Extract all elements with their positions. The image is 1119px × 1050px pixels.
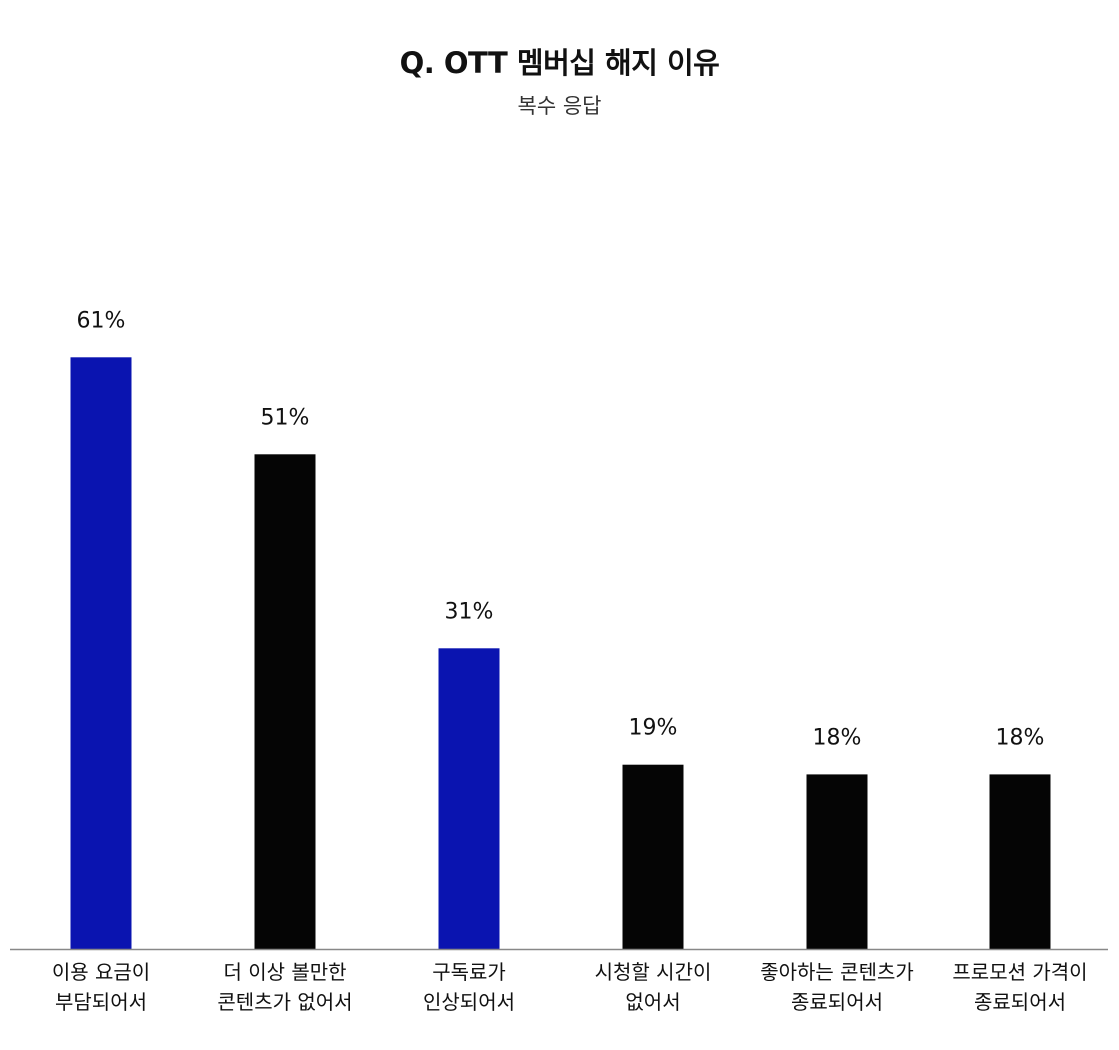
value-label-4: 19% xyxy=(629,716,678,741)
category-label-6-line-2: 종료되어서 xyxy=(974,990,1066,1014)
category-label-5-line-1: 좋아하는 콘텐츠가 xyxy=(760,960,914,984)
category-label-1-line-2: 부담되어서 xyxy=(55,990,147,1014)
bar-6 xyxy=(989,774,1051,949)
value-label-3: 31% xyxy=(445,599,494,624)
category-label-2-line-1: 더 이상 볼만한 xyxy=(223,960,346,984)
category-label-4-line-1: 시청할 시간이 xyxy=(595,960,712,984)
category-label-5-line-2: 종료되어서 xyxy=(791,990,883,1014)
value-label-6: 18% xyxy=(996,725,1045,750)
bar-3 xyxy=(438,648,500,949)
bar-4 xyxy=(622,764,684,949)
category-label-2-line-2: 콘텐츠가 없어서 xyxy=(217,990,352,1014)
category-label-6-line-1: 프로모션 가격이 xyxy=(952,960,1087,984)
chart-subtitle: 복수 응답 xyxy=(517,94,602,118)
bar-5 xyxy=(806,774,868,949)
value-label-5: 18% xyxy=(813,725,862,750)
category-label-4-line-2: 없어서 xyxy=(625,990,680,1014)
category-label-3-line-2: 인상되어서 xyxy=(423,990,515,1014)
category-label-3-line-1: 구독료가 xyxy=(432,960,506,984)
value-label-2: 51% xyxy=(261,405,310,430)
bar-1 xyxy=(70,357,132,949)
bar-2 xyxy=(254,454,316,949)
value-label-1: 61% xyxy=(77,308,126,333)
chart-title: Q. OTT 멤버십 해지 이유 xyxy=(399,46,720,80)
category-label-1-line-1: 이용 요금이 xyxy=(52,960,150,984)
